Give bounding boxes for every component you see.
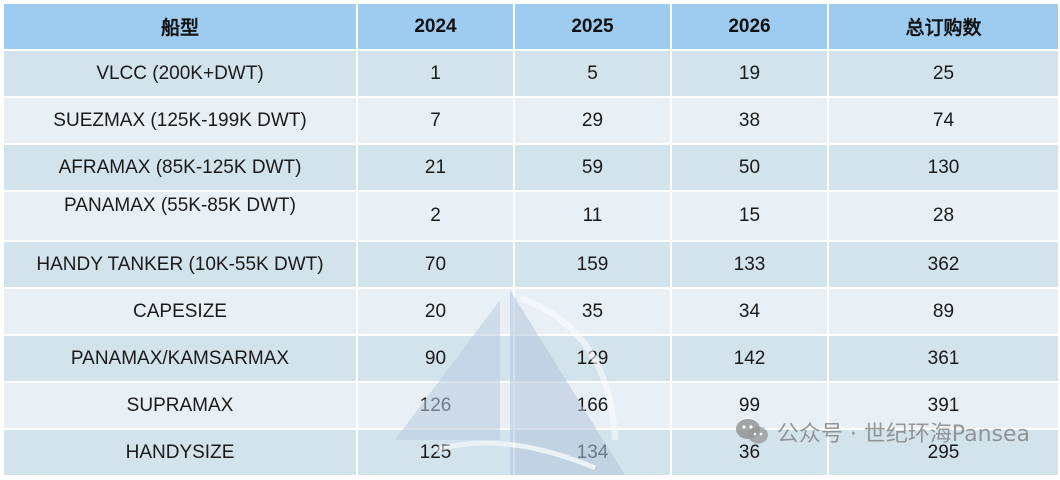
- table-row: CAPESIZE 20 35 34 89: [4, 289, 1058, 334]
- header-2025: 2025: [515, 4, 670, 49]
- cell-ship-type: CAPESIZE: [4, 289, 356, 334]
- table-row: SUPRAMAX 126 166 99 391: [4, 383, 1058, 428]
- cell-ship-type: PANAMAX (55K-85K DWT): [4, 192, 356, 240]
- table-header-row: 船型 2024 2025 2026 总订购数: [4, 4, 1058, 49]
- cell-2025: 5: [515, 51, 670, 96]
- cell-2025: 29: [515, 98, 670, 143]
- cell-2025: 166: [515, 383, 670, 428]
- cell-2025: 159: [515, 242, 670, 287]
- cell-total: 25: [829, 51, 1058, 96]
- cell-total: 74: [829, 98, 1058, 143]
- table-row: VLCC (200K+DWT) 1 5 19 25: [4, 51, 1058, 96]
- cell-total: 28: [829, 192, 1058, 240]
- cell-total: 361: [829, 336, 1058, 381]
- cell-2024: 21: [358, 145, 513, 190]
- cell-2026: 99: [672, 383, 827, 428]
- cell-2025: 59: [515, 145, 670, 190]
- cell-2025: 35: [515, 289, 670, 334]
- cell-2025: 11: [515, 192, 670, 240]
- header-2026: 2026: [672, 4, 827, 49]
- table-row: HANDY TANKER (10K-55K DWT) 70 159 133 36…: [4, 242, 1058, 287]
- cell-2026: 19: [672, 51, 827, 96]
- cell-2024: 20: [358, 289, 513, 334]
- cell-2026: 15: [672, 192, 827, 240]
- cell-ship-type: VLCC (200K+DWT): [4, 51, 356, 96]
- cell-ship-type: SUPRAMAX: [4, 383, 356, 428]
- cell-total: 391: [829, 383, 1058, 428]
- table-row: HANDYSIZE 125 134 36 295: [4, 430, 1058, 475]
- cell-2025: 129: [515, 336, 670, 381]
- cell-total: 362: [829, 242, 1058, 287]
- cell-total: 295: [829, 430, 1058, 475]
- cell-2024: 7: [358, 98, 513, 143]
- table-row: PANAMAX/KAMSARMAX 90 129 142 361: [4, 336, 1058, 381]
- cell-total: 89: [829, 289, 1058, 334]
- cell-ship-type: SUEZMAX (125K-199K DWT): [4, 98, 356, 143]
- cell-2024: 125: [358, 430, 513, 475]
- table-row: AFRAMAX (85K-125K DWT) 21 59 50 130: [4, 145, 1058, 190]
- cell-ship-type: AFRAMAX (85K-125K DWT): [4, 145, 356, 190]
- header-ship-type: 船型: [4, 4, 356, 49]
- header-total-orders: 总订购数: [829, 4, 1058, 49]
- cell-2026: 133: [672, 242, 827, 287]
- cell-ship-type: PANAMAX/KAMSARMAX: [4, 336, 356, 381]
- header-2024: 2024: [358, 4, 513, 49]
- cell-total: 130: [829, 145, 1058, 190]
- cell-2024: 126: [358, 383, 513, 428]
- table-row: PANAMAX (55K-85K DWT) 2 11 15 28: [4, 192, 1058, 240]
- cell-2026: 142: [672, 336, 827, 381]
- cell-ship-type: HANDYSIZE: [4, 430, 356, 475]
- cell-2026: 38: [672, 98, 827, 143]
- cell-2024: 70: [358, 242, 513, 287]
- cell-2025: 134: [515, 430, 670, 475]
- cell-2026: 50: [672, 145, 827, 190]
- cell-ship-type: HANDY TANKER (10K-55K DWT): [4, 242, 356, 287]
- cell-2024: 1: [358, 51, 513, 96]
- table-row: SUEZMAX (125K-199K DWT) 7 29 38 74: [4, 98, 1058, 143]
- cell-2024: 2: [358, 192, 513, 240]
- cell-2026: 36: [672, 430, 827, 475]
- cell-2024: 90: [358, 336, 513, 381]
- cell-2026: 34: [672, 289, 827, 334]
